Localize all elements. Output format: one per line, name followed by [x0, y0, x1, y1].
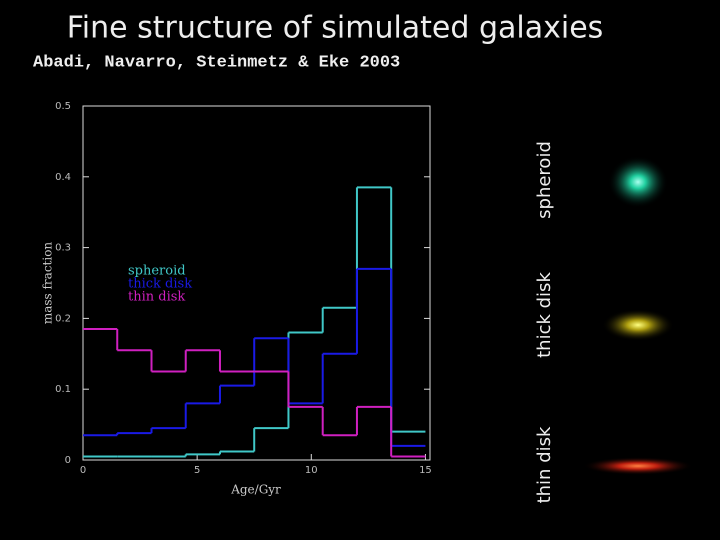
galaxy-image [583, 457, 693, 475]
subtitle: Abadi, Navarro, Steinmetz & Eke 2003 [33, 53, 400, 72]
y-axis-label: mass fraction [41, 242, 55, 325]
legend-entry: thin disk [128, 290, 185, 305]
y-tick-label: 0.5 [55, 101, 71, 112]
legend-entry: spheroid [128, 264, 186, 279]
plot-frame [82, 105, 431, 461]
x-tick-label: 15 [419, 465, 432, 476]
galaxy-image [602, 309, 674, 341]
x-axis-label: Age/Gyr [230, 483, 281, 497]
legend-entry: thick disk [128, 277, 192, 292]
panel-label: spheroid [534, 141, 555, 219]
x-tick-label: 10 [305, 465, 318, 476]
x-tick-label: 0 [80, 465, 86, 476]
galaxy-image [608, 156, 668, 208]
y-tick-label: 0.1 [55, 384, 71, 395]
y-tick-label: 0.3 [55, 243, 71, 254]
panel-label: thick disk [534, 272, 555, 358]
title: Fine structure of simulated galaxies [67, 11, 604, 46]
y-tick-label: 0 [65, 455, 71, 466]
x-tick-label: 5 [194, 465, 200, 476]
y-tick-label: 0.4 [55, 172, 71, 183]
panel-label: thin disk [534, 426, 555, 503]
y-tick-label: 0.2 [55, 313, 71, 324]
